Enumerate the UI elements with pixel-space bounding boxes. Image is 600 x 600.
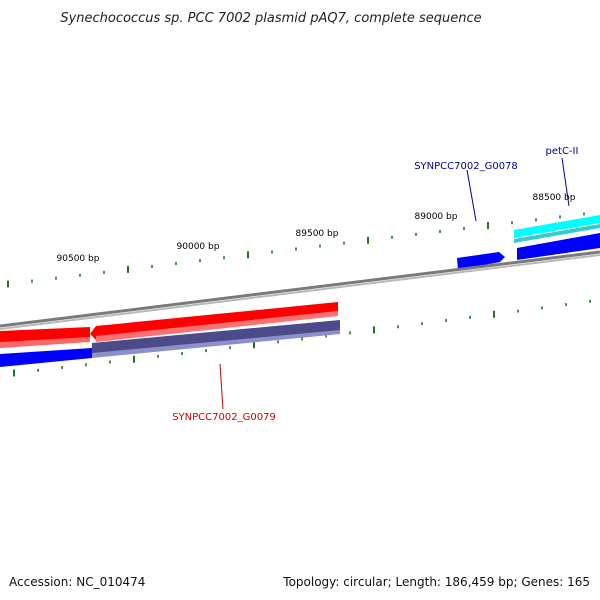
gene-feature-g0079[interactable] — [0, 302, 340, 367]
gene-arrow-g0079-shade — [96, 311, 338, 342]
scale-ticks — [7, 212, 591, 377]
backbone-line-inner — [0, 254, 600, 330]
topology-summary: Topology: circular; Length: 186,459 bp; … — [282, 575, 590, 589]
accession-text: Accession: NC_010474 — [9, 575, 145, 589]
backbone-line-outer — [0, 250, 600, 328]
gene-feature-g0078[interactable] — [457, 252, 505, 270]
scale-label-88500: 88500 bp — [533, 193, 576, 203]
cds-arrow-petc-ii[interactable] — [517, 233, 600, 260]
map-title: Synechococcus sp. PCC 7002 plasmid pAQ7,… — [60, 11, 481, 26]
gene-arrow-g0078[interactable] — [457, 252, 505, 270]
gene-label-g0079[interactable]: SYNPCC7002_G0079 — [172, 412, 276, 423]
gene-label-petc-ii[interactable]: petC-II — [546, 146, 579, 157]
leader-line-g0079 — [219, 363, 224, 410]
cds-bar-left[interactable] — [0, 348, 92, 367]
rna-arrow-petc-ii-shade — [514, 224, 600, 243]
leader-line-g0078 — [466, 169, 477, 222]
gene-arrow-g0079-left-shade — [0, 337, 90, 348]
gene-feature-petc-ii[interactable] — [514, 215, 600, 260]
scale-label-89500: 89500 bp — [296, 229, 339, 239]
scale-label-90000: 90000 bp — [177, 242, 220, 252]
gene-label-g0078[interactable]: SYNPCC7002_G0078 — [414, 161, 518, 172]
rna-arrow-petc-ii[interactable] — [514, 215, 600, 238]
scale-label-89000: 89000 bp — [415, 212, 458, 222]
cds-bar-g0079-shade — [92, 330, 340, 358]
scale-label-90500: 90500 bp — [57, 254, 100, 264]
leader-line-petc-ii — [561, 157, 570, 207]
